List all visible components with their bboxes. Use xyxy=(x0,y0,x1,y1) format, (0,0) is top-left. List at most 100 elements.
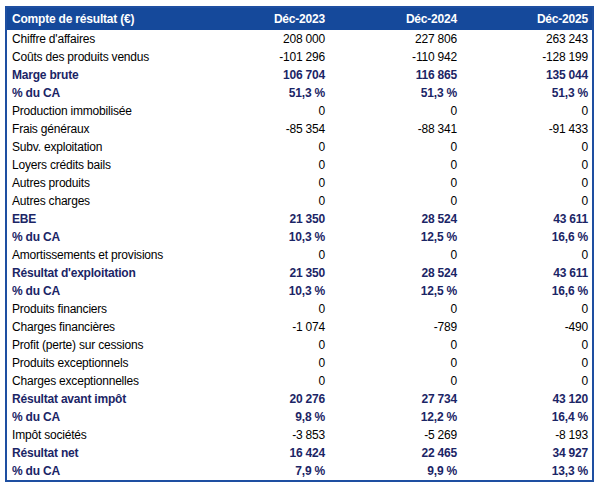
row-label: EBE xyxy=(6,210,197,228)
cell-value: 0 xyxy=(329,138,461,156)
table-row: Loyers crédits bails000 xyxy=(6,156,593,174)
cell-value: -1 074 xyxy=(197,318,329,336)
cell-value: 0 xyxy=(461,102,593,120)
cell-value: 0 xyxy=(197,192,329,210)
row-label: % du CA xyxy=(6,462,197,481)
table-row: % du CA51,3 %51,3 %51,3 % xyxy=(6,84,593,102)
table-row: Coûts des produits vendus-101 296-110 94… xyxy=(6,48,593,66)
row-label: % du CA xyxy=(6,84,197,102)
cell-value: 51,3 % xyxy=(461,84,593,102)
cell-value: 28 524 xyxy=(329,264,461,282)
cell-value: 116 865 xyxy=(329,66,461,84)
cell-value: 16,6 % xyxy=(461,228,593,246)
row-label: Marge brute xyxy=(6,66,197,84)
row-label: Frais généraux xyxy=(6,120,197,138)
cell-value: 0 xyxy=(197,174,329,192)
cell-value: 13,3 % xyxy=(461,462,593,481)
table-row: EBE21 35028 52443 611 xyxy=(6,210,593,228)
cell-value: 51,3 % xyxy=(329,84,461,102)
row-label: Produits financiers xyxy=(6,300,197,318)
table-row: Autres produits000 xyxy=(6,174,593,192)
cell-value: 51,3 % xyxy=(197,84,329,102)
row-label: Profit (perte) sur cessions xyxy=(6,336,197,354)
cell-value: 106 704 xyxy=(197,66,329,84)
cell-value: 0 xyxy=(197,156,329,174)
cell-value: 0 xyxy=(329,300,461,318)
cell-value: 0 xyxy=(197,246,329,264)
table-row: Amortissements et provisions000 xyxy=(6,246,593,264)
table-row: Produits exceptionnels000 xyxy=(6,354,593,372)
row-label: Résultat avant impôt xyxy=(6,390,197,408)
page: Compte de résultat (€) Déc-2023 Déc-2024… xyxy=(0,0,600,491)
cell-value: 9,9 % xyxy=(329,462,461,481)
row-label: Produits exceptionnels xyxy=(6,354,197,372)
cell-value: 7,9 % xyxy=(197,462,329,481)
cell-value: 208 000 xyxy=(197,30,329,48)
cell-value: 0 xyxy=(329,372,461,390)
cell-value: 0 xyxy=(461,372,593,390)
table-row: Charges exceptionnelles000 xyxy=(6,372,593,390)
cell-value: 0 xyxy=(197,336,329,354)
cell-value: 0 xyxy=(329,246,461,264)
row-label: Production immobilisée xyxy=(6,102,197,120)
table-row: Subv. exploitation000 xyxy=(6,138,593,156)
table-row: Résultat d'exploitation21 35028 52443 61… xyxy=(6,264,593,282)
row-label: % du CA xyxy=(6,282,197,300)
row-label: Charges financières xyxy=(6,318,197,336)
cell-value: 0 xyxy=(197,354,329,372)
table-row: Frais généraux-85 354-88 341-91 433 xyxy=(6,120,593,138)
cell-value: 12,2 % xyxy=(329,408,461,426)
cell-value: 16,6 % xyxy=(461,282,593,300)
row-label: % du CA xyxy=(6,408,197,426)
income-statement-table: Compte de résultat (€) Déc-2023 Déc-2024… xyxy=(5,6,594,482)
cell-value: 43 611 xyxy=(461,210,593,228)
cell-value: 9,8 % xyxy=(197,408,329,426)
cell-value: 0 xyxy=(197,300,329,318)
cell-value: 12,5 % xyxy=(329,282,461,300)
column-header-dec-2024: Déc-2024 xyxy=(329,7,461,30)
cell-value: 0 xyxy=(461,336,593,354)
cell-value: 34 927 xyxy=(461,444,593,462)
row-label: Autres charges xyxy=(6,192,197,210)
cell-value: 16 424 xyxy=(197,444,329,462)
table-row: Production immobilisée000 xyxy=(6,102,593,120)
cell-value: 227 806 xyxy=(329,30,461,48)
cell-value: 28 524 xyxy=(329,210,461,228)
cell-value: 10,3 % xyxy=(197,282,329,300)
cell-value: -5 269 xyxy=(329,426,461,444)
row-label: Résultat d'exploitation xyxy=(6,264,197,282)
cell-value: 263 243 xyxy=(461,30,593,48)
cell-value: 43 611 xyxy=(461,264,593,282)
table-row: % du CA10,3 %12,5 %16,6 % xyxy=(6,228,593,246)
cell-value: 0 xyxy=(461,156,593,174)
table-row: % du CA7,9 %9,9 %13,3 % xyxy=(6,462,593,481)
cell-value: 0 xyxy=(329,174,461,192)
cell-value: -128 199 xyxy=(461,48,593,66)
cell-value: -8 193 xyxy=(461,426,593,444)
cell-value: 0 xyxy=(197,372,329,390)
cell-value: 0 xyxy=(461,138,593,156)
cell-value: 135 044 xyxy=(461,66,593,84)
table-row: Profit (perte) sur cessions000 xyxy=(6,336,593,354)
cell-value: 0 xyxy=(461,246,593,264)
table-row: Charges financières-1 074-789-490 xyxy=(6,318,593,336)
cell-value: 0 xyxy=(461,300,593,318)
cell-value: 0 xyxy=(197,102,329,120)
row-label: Impôt sociétés xyxy=(6,426,197,444)
table-row: Résultat net16 42422 46534 927 xyxy=(6,444,593,462)
cell-value: 16,4 % xyxy=(461,408,593,426)
row-label: Amortissements et provisions xyxy=(6,246,197,264)
cell-value: 0 xyxy=(197,138,329,156)
cell-value: 21 350 xyxy=(197,264,329,282)
cell-value: -88 341 xyxy=(329,120,461,138)
row-label: Coûts des produits vendus xyxy=(6,48,197,66)
table-title: Compte de résultat (€) xyxy=(6,7,197,30)
table-row: Marge brute106 704116 865135 044 xyxy=(6,66,593,84)
table-row: Chiffre d'affaires208 000227 806263 243 xyxy=(6,30,593,48)
cell-value: 22 465 xyxy=(329,444,461,462)
cell-value: 10,3 % xyxy=(197,228,329,246)
cell-value: 0 xyxy=(461,192,593,210)
table-header: Compte de résultat (€) Déc-2023 Déc-2024… xyxy=(6,7,593,30)
cell-value: -789 xyxy=(329,318,461,336)
row-label: Subv. exploitation xyxy=(6,138,197,156)
